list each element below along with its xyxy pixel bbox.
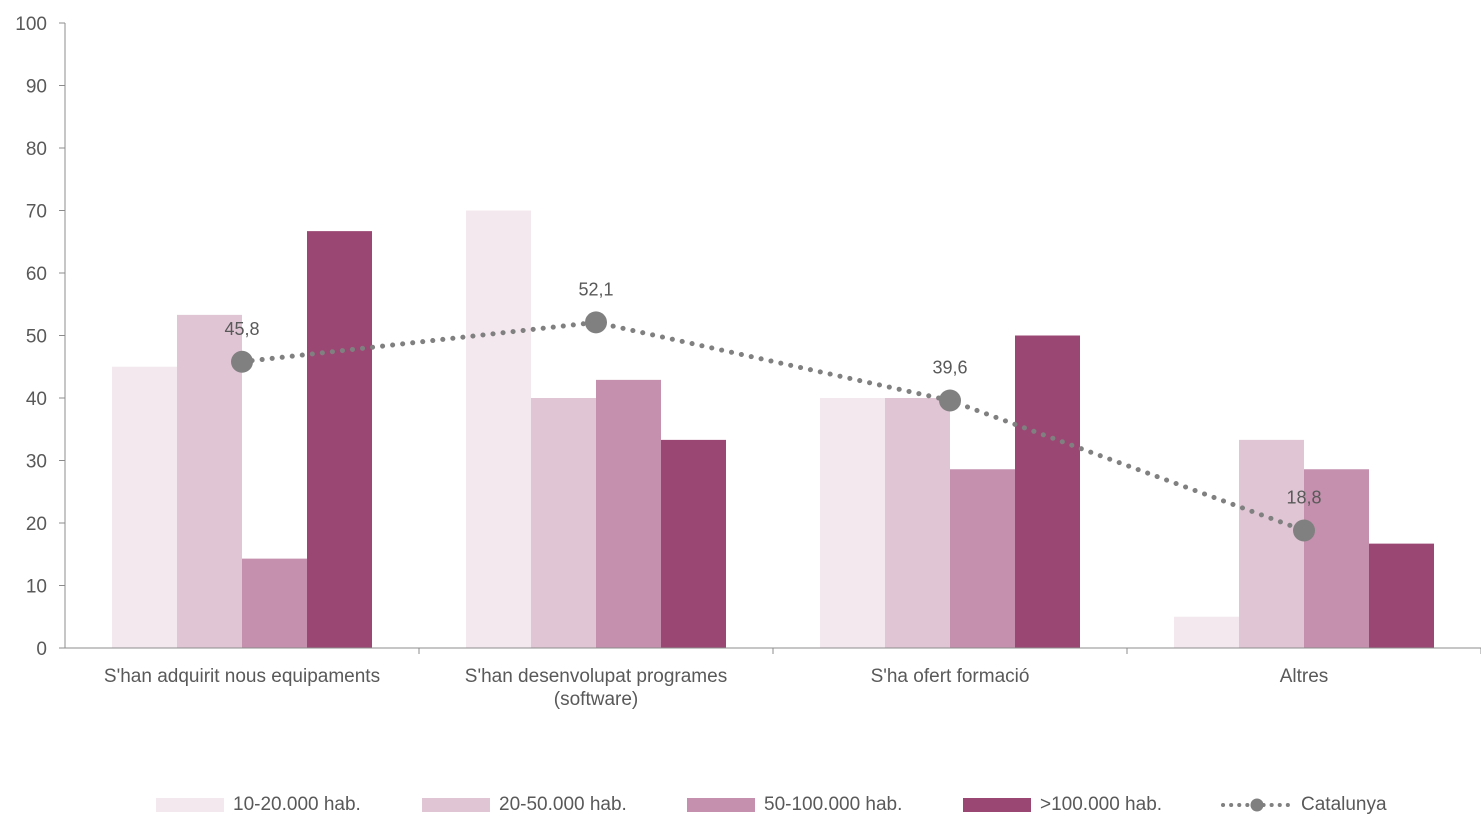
bar-2-series-3 [596, 379, 661, 648]
legend-label-10-20k: 10-20.000 hab. [233, 793, 361, 815]
bar-layer [112, 210, 1434, 648]
legend-swatch-50-100k [687, 797, 755, 812]
y-tick-label: 60 [26, 264, 47, 285]
y-tick-label: 40 [26, 389, 47, 410]
legend-label-50-100k: 50-100.000 hab. [764, 793, 903, 815]
legend-item-20-50k: 20-50.000 hab. [422, 792, 627, 817]
legend-line-catalunya-icon [1221, 798, 1293, 811]
bar-3-series-1 [820, 398, 885, 648]
x-category-label: S'han adquirit nous equipaments [104, 666, 380, 687]
legend: 10-20.000 hab. 20-50.000 hab. 50-100.000… [0, 792, 1481, 817]
bar-4-series-2 [1239, 439, 1304, 648]
catalunya-point [939, 389, 961, 412]
bar-4-series-1 [1174, 616, 1239, 648]
bar-3-series-2 [885, 398, 950, 648]
y-tick-label: 80 [26, 139, 47, 160]
axes: 0 10 20 30 40 50 60 70 80 90 100 [15, 14, 1481, 660]
y-tick-label: 70 [26, 202, 47, 223]
bar-1-series-2 [177, 314, 242, 648]
catalunya-data-label: 39,6 [932, 358, 967, 378]
y-tick-label: 30 [26, 452, 47, 473]
legend-label-20-50k: 20-50.000 hab. [499, 793, 627, 815]
legend-item-100k-plus: >100.000 hab. [963, 792, 1162, 817]
x-category-label: S'han desenvolupat programes [465, 666, 727, 687]
bar-1-series-4 [307, 231, 372, 648]
chart: 0 10 20 30 40 50 60 70 80 90 100 S'han adquirit no… [15, 14, 1481, 710]
bar-3-series-3 [950, 469, 1015, 648]
legend-item-50-100k: 50-100.000 hab. [687, 792, 902, 817]
bar-1-series-1 [112, 366, 177, 648]
catalunya-point [1293, 519, 1315, 542]
catalunya-line [239, 319, 1307, 533]
legend-item-10-20k: 10-20.000 hab. [156, 792, 361, 817]
legend-swatch-20-50k [422, 797, 490, 812]
bar-3-series-4 [1015, 335, 1080, 648]
bar-2-series-1 [466, 210, 531, 648]
legend-swatch-10-20k [156, 797, 224, 812]
legend-item-catalunya: Catalunya [1221, 792, 1387, 817]
x-category-label: (software) [554, 689, 638, 710]
bar-2-series-4 [661, 439, 726, 648]
legend-swatch-100k-plus [963, 797, 1031, 812]
y-tick-label: 90 [26, 77, 47, 98]
catalunya-data-label: 52,1 [578, 279, 613, 299]
y-tick-label: 100 [15, 14, 47, 35]
catalunya-point [585, 311, 607, 334]
y-tick-label: 10 [26, 577, 47, 598]
catalunya-line-layer [231, 311, 1315, 542]
x-category-label: S'ha ofert formació [871, 666, 1030, 687]
bar-4-series-3 [1304, 469, 1369, 648]
catalunya-point [231, 350, 253, 373]
bar-2-series-2 [531, 398, 596, 648]
catalunya-data-label: 18,8 [1286, 488, 1321, 508]
legend-label-100k-plus: >100.000 hab. [1040, 793, 1163, 815]
y-tick-label: 20 [26, 514, 47, 535]
bar-1-series-3 [242, 558, 307, 648]
x-category-label: Altres [1280, 666, 1329, 687]
catalunya-data-label: 45,8 [224, 319, 259, 339]
label-layer: S'han adquirit nous equipaments S'han des… [104, 279, 1328, 710]
y-tick-label: 50 [26, 327, 47, 348]
y-tick-label: 0 [36, 639, 47, 660]
legend-label-catalunya: Catalunya [1301, 793, 1387, 815]
bar-4-series-4 [1369, 543, 1434, 648]
